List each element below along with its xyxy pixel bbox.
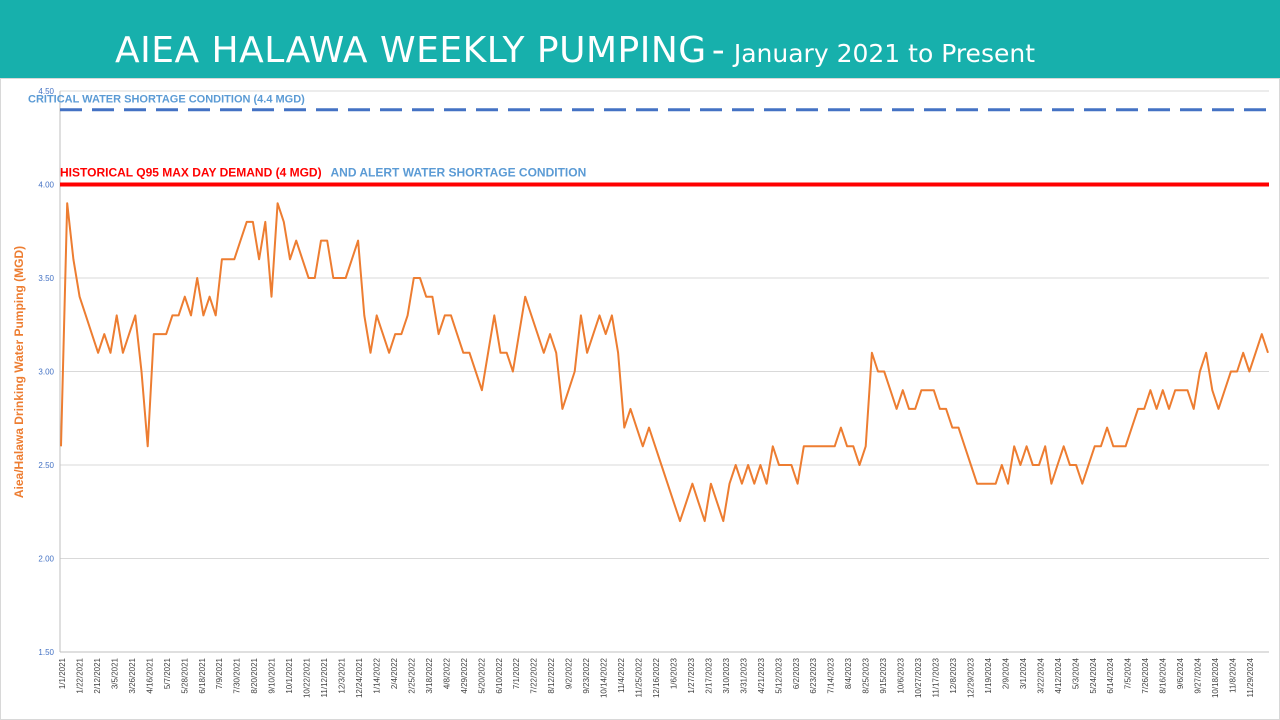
x-tick-label: 10/6/2023: [897, 657, 906, 693]
y-tick-label: 2.50: [38, 461, 54, 470]
x-tick-label: 12/8/2023: [949, 657, 958, 693]
x-tick-label: 9/27/2024: [1194, 657, 1203, 693]
x-tick-label: 3/5/2021: [110, 657, 119, 689]
x-tick-label: 2/12/2021: [93, 657, 102, 693]
x-tick-label: 12/3/2021: [338, 657, 347, 693]
critical-shortage-label: CRITICAL WATER SHORTAGE CONDITION (4.4 M…: [28, 94, 305, 106]
x-tick-label: 6/18/2021: [198, 657, 207, 693]
page-title: AIEA HALAWA WEEKLY PUMPING - January 202…: [115, 30, 1035, 71]
title-banner: AIEA HALAWA WEEKLY PUMPING - January 202…: [0, 0, 1280, 78]
x-tick-label: 6/23/2023: [809, 657, 818, 693]
x-tick-label: 7/26/2024: [1141, 657, 1150, 693]
x-tick-label: 2/4/2022: [390, 657, 399, 689]
historical-q95-label-red: HISTORICAL Q95 MAX DAY DEMAND (4 MGD): [60, 166, 322, 180]
y-axis-title: Aiea/Halawa Drinking Water Pumping (MGD): [12, 246, 26, 498]
x-tick-label: 3/22/2024: [1036, 657, 1045, 693]
y-tick-label: 2.00: [38, 555, 54, 564]
x-tick-label: 5/24/2024: [1089, 657, 1098, 693]
x-tick-label: 9/10/2021: [268, 657, 277, 693]
x-tick-label: 6/10/2022: [495, 657, 504, 693]
y-tick-label: 4.00: [38, 181, 54, 190]
x-tick-label: 1/27/2023: [687, 657, 696, 693]
x-tick-label: 3/31/2023: [739, 657, 748, 693]
x-tick-label: 7/5/2024: [1124, 657, 1133, 689]
x-tick-label: 11/29/2024: [1246, 657, 1255, 697]
x-tick-label: 9/6/2024: [1176, 657, 1185, 689]
x-tick-label: 1/22/2021: [75, 657, 84, 693]
x-tick-label: 12/16/2022: [652, 657, 661, 698]
title-dash: -: [711, 30, 725, 71]
x-tick-label: 8/20/2021: [250, 657, 259, 693]
x-tick-label: 2/25/2022: [407, 657, 416, 693]
x-tick-label: 3/26/2021: [128, 657, 137, 693]
x-tick-label: 1/6/2023: [669, 657, 678, 689]
x-tick-label: 7/1/2022: [512, 657, 521, 689]
x-tick-label: 8/16/2024: [1159, 657, 1168, 693]
x-tick-label: 3/10/2023: [722, 657, 731, 693]
alert-label-blue: AND ALERT WATER SHORTAGE CONDITION: [330, 166, 586, 180]
y-tick-label: 1.50: [38, 648, 54, 657]
title-subtitle: January 2021 to Present: [733, 39, 1035, 68]
x-tick-label: 5/7/2021: [163, 657, 172, 689]
x-tick-label: 5/12/2023: [774, 657, 783, 693]
x-tick-label: 4/8/2022: [442, 657, 451, 689]
x-tick-label: 2/9/2024: [1001, 657, 1010, 689]
historical-q95-label: HISTORICAL Q95 MAX DAY DEMAND (4 MGD) AN…: [60, 166, 586, 180]
y-tick-label: 4.50: [38, 87, 54, 96]
x-tick-label: 1/14/2022: [372, 657, 381, 693]
x-tick-label: 6/14/2024: [1106, 657, 1115, 693]
x-tick-label: 3/18/2022: [425, 657, 434, 693]
title-main: AIEA HALAWA WEEKLY PUMPING: [115, 30, 707, 71]
x-tick-label: 10/27/2023: [914, 657, 923, 698]
x-tick-label: 2/17/2023: [704, 657, 713, 693]
x-tick-label: 4/29/2022: [460, 657, 469, 693]
x-tick-label: 4/16/2021: [145, 657, 154, 693]
x-tick-label: 11/25/2022: [635, 657, 644, 697]
x-tick-label: 5/20/2022: [477, 657, 486, 693]
x-tick-label: 11/4/2022: [617, 657, 626, 693]
x-tick-label: 6/2/2023: [792, 657, 801, 689]
x-tick-label: 7/9/2021: [215, 657, 224, 689]
x-tick-label: 5/3/2024: [1071, 657, 1080, 689]
y-tick-label: 3.50: [38, 274, 54, 283]
x-tick-label: 8/12/2022: [547, 657, 556, 693]
x-tick-label: 11/8/2024: [1229, 657, 1238, 693]
x-tick-label: 1/1/2021: [58, 657, 67, 689]
x-tick-label: 8/25/2023: [862, 657, 871, 693]
x-tick-label: 10/1/2021: [285, 657, 294, 693]
x-tick-label: 7/30/2021: [233, 657, 242, 693]
x-tick-label: 10/18/2024: [1211, 657, 1220, 698]
x-tick-label: 1/19/2024: [984, 657, 993, 693]
x-tick-label: 10/22/2021: [303, 657, 312, 698]
x-tick-label: 8/4/2023: [844, 657, 853, 689]
x-tick-label: 3/1/2024: [1019, 657, 1028, 689]
x-tick-label: 12/24/2021: [355, 657, 364, 698]
x-tick-label: 9/15/2023: [879, 657, 888, 693]
x-tick-label: 7/14/2023: [827, 657, 836, 693]
x-tick-label: 10/14/2022: [600, 657, 609, 698]
x-tick-label: 12/29/2023: [966, 657, 975, 698]
x-tick-label: 7/22/2022: [530, 657, 539, 693]
x-tick-label: 9/2/2022: [565, 657, 574, 689]
x-tick-label: 11/17/2023: [932, 657, 941, 697]
x-tick-label: 5/28/2021: [180, 657, 189, 693]
x-tick-label: 9/23/2022: [582, 657, 591, 693]
x-tick-label: 11/12/2021: [320, 657, 329, 697]
x-axis-ticks: 1/1/2021 1/22/2021 2/12/2021 3/5/2021 3/26/2…: [58, 657, 1255, 698]
y-axis-ticks: 1.50 2.00 2.50 3.00 3.50 4.00 4.50: [38, 87, 54, 657]
x-tick-label: 4/21/2023: [757, 657, 766, 693]
series-line-pumping: [60, 202, 1269, 523]
y-tick-label: 3.00: [38, 368, 54, 377]
x-tick-label: 4/12/2024: [1054, 657, 1063, 693]
